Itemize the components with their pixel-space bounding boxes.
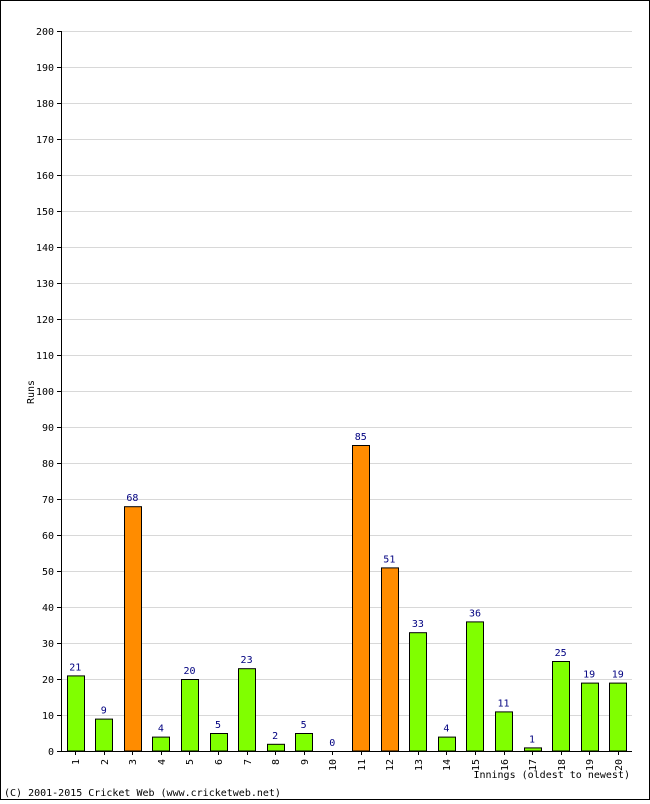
x-tick-label: 12 <box>385 759 396 771</box>
bar-innings-7 <box>238 668 256 752</box>
x-tick-label: 11 <box>357 759 368 771</box>
x-tick-label: 3 <box>128 759 139 765</box>
data-label: 21 <box>69 662 81 673</box>
x-tick-label: 17 <box>528 759 539 771</box>
x-tick-label: 13 <box>414 759 425 771</box>
y-tick-label: 140 <box>36 243 54 254</box>
data-label: 9 <box>101 706 107 717</box>
y-tick-label: 30 <box>42 639 54 650</box>
bar-innings-8 <box>267 743 285 752</box>
x-tick-label: 6 <box>214 759 225 765</box>
x-tick-label: 1 <box>71 759 82 765</box>
bar-innings-4 <box>152 736 170 752</box>
y-tick-label: 90 <box>42 423 54 434</box>
gridlines <box>61 31 632 716</box>
y-tick-label: 100 <box>36 387 54 398</box>
data-label: 19 <box>583 670 595 681</box>
y-axis-label: Runs <box>26 380 37 404</box>
y-tick-label: 50 <box>42 567 54 578</box>
data-label: 36 <box>469 608 481 619</box>
data-label: 33 <box>412 619 424 630</box>
bar-innings-13 <box>409 632 427 752</box>
bar-innings-3 <box>124 506 142 752</box>
bar-innings-14 <box>438 736 456 752</box>
bar-innings-1 <box>67 675 85 752</box>
x-tick-label: 14 <box>442 759 453 771</box>
x-tick-label: 7 <box>243 759 254 765</box>
y-tick-label: 70 <box>42 495 54 506</box>
copyright-footer: (C) 2001-2015 Cricket Web (www.cricketwe… <box>4 788 281 799</box>
y-tick-label: 40 <box>42 603 54 614</box>
x-tick-label: 5 <box>185 759 196 765</box>
x-tick-label: 15 <box>471 759 482 771</box>
y-tick-label: 180 <box>36 99 54 110</box>
x-axis-label: Innings (oldest to newest) <box>473 770 630 781</box>
bars <box>67 445 627 752</box>
y-tick-label: 80 <box>42 459 54 470</box>
y-tick-label: 150 <box>36 207 54 218</box>
data-label: 23 <box>241 655 253 666</box>
bar-innings-2 <box>95 718 113 752</box>
data-label: 85 <box>355 432 367 443</box>
y-tick-label: 200 <box>36 27 54 38</box>
x-tick-label: 10 <box>328 759 339 771</box>
bar-innings-20 <box>609 682 627 752</box>
y-tick-label: 20 <box>42 675 54 686</box>
bar-innings-17 <box>524 747 542 752</box>
data-label: 20 <box>183 666 195 677</box>
bar-innings-11 <box>352 445 370 752</box>
y-tick-label: 120 <box>36 315 54 326</box>
x-tick-label: 2 <box>100 759 111 765</box>
y-tick-label: 170 <box>36 135 54 146</box>
y-tick-label: 0 <box>48 747 54 758</box>
data-label: 5 <box>215 720 221 731</box>
data-label: 11 <box>498 698 510 709</box>
x-tick-label: 4 <box>157 759 168 765</box>
data-label: 4 <box>443 724 449 735</box>
y-tick-label: 10 <box>42 711 54 722</box>
data-label: 19 <box>612 670 624 681</box>
x-tick-label: 20 <box>614 759 625 771</box>
data-label: 68 <box>126 493 138 504</box>
data-label: 25 <box>555 648 567 659</box>
bar-innings-5 <box>181 679 199 752</box>
y-tick-label: 160 <box>36 171 54 182</box>
y-tick-label: 130 <box>36 279 54 290</box>
y-tick-label: 110 <box>36 351 54 362</box>
bar-innings-15 <box>466 621 484 752</box>
bar-innings-19 <box>581 682 599 752</box>
y-tick-label: 190 <box>36 63 54 74</box>
data-label: 51 <box>383 554 395 565</box>
data-label: 4 <box>158 724 164 735</box>
x-tick-label: 9 <box>300 759 311 765</box>
x-tick-label: 19 <box>585 759 596 771</box>
x-tick-label: 16 <box>500 759 511 771</box>
bar-innings-6 <box>210 733 228 752</box>
data-label: 1 <box>529 734 535 745</box>
data-label: 0 <box>329 738 335 749</box>
bar-innings-9 <box>295 733 313 752</box>
bar-innings-12 <box>381 567 399 752</box>
y-axis-ticks: 0 10 20 30 40 50 60 70 80 90 100 110 120 130 140 150 160… <box>36 27 61 758</box>
x-tick-label: 8 <box>271 759 282 765</box>
data-label: 2 <box>272 731 278 742</box>
data-label: 5 <box>301 720 307 731</box>
y-tick-label: 60 <box>42 531 54 542</box>
x-tick-label: 18 <box>557 759 568 771</box>
x-axis-ticks: 1 2 3 4 5 6 7 8 9 10 11 12 13 14 15 16 17 18 19 20 <box>71 751 625 771</box>
bar-innings-16 <box>495 711 513 752</box>
bar-innings-18 <box>552 661 570 752</box>
